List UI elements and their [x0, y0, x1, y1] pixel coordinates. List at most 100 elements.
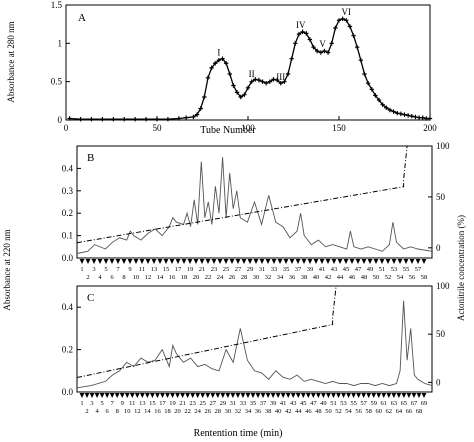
- panel-a-point: [325, 50, 331, 55]
- panel-b-fraction-marker: [217, 259, 223, 264]
- panel-c-fraction-label: 13: [139, 400, 146, 407]
- panel-b-fraction-marker: [367, 259, 373, 264]
- panel-c-fraction-label: 55: [350, 400, 357, 407]
- shared-ylabel-right: Actonitrile concentration (%): [456, 215, 466, 321]
- panel-c-fraction-marker: [104, 393, 110, 398]
- panel-c-fraction-marker: [165, 393, 170, 398]
- panel-a-point: [234, 90, 240, 95]
- panel-c-fraction-label: 40: [275, 408, 282, 415]
- panel-a-point: [289, 56, 294, 61]
- panel-c-fraction-label: 14: [144, 408, 151, 415]
- panel-b-fraction-marker: [109, 259, 115, 264]
- panel-a-ytick-label: 0: [58, 115, 63, 125]
- panel-c-fraction-label: 23: [189, 400, 196, 407]
- panel-c-fraction-marker: [411, 393, 417, 398]
- panel-b-fraction-label: 39: [307, 266, 314, 273]
- panel-c-fraction-marker: [220, 393, 226, 398]
- panel-a-xtick-label: 50: [153, 123, 163, 133]
- panel-b-fraction-label: 43: [331, 266, 338, 273]
- panel-c-fraction-label: 24: [194, 408, 201, 415]
- panel-b-fraction-marker: [199, 259, 205, 264]
- panel-a-point: [344, 18, 349, 23]
- panel-b-fraction-marker: [79, 259, 85, 264]
- panel-a-point: [355, 44, 360, 50]
- panel-b-fraction-marker: [241, 259, 247, 264]
- panel-c-fraction-label: 60: [375, 408, 382, 415]
- panel-b-fraction-label: 3: [92, 266, 95, 273]
- panel-b-fraction-marker: [421, 259, 427, 264]
- panel-b-fraction-label: 50: [373, 274, 380, 281]
- panel-b-fraction-label: 16: [169, 274, 176, 281]
- panel-b-fractions: 1234567891011121314151617181920212223242…: [79, 259, 428, 281]
- panel-a-point: [402, 112, 407, 117]
- panel-c-fraction-label: 59: [370, 400, 377, 407]
- panel-a-point: [300, 29, 305, 35]
- panel-a-ytick-label: 0.5: [51, 77, 63, 87]
- panel-c-fraction-label: 16: [154, 408, 161, 415]
- panel-c-fraction-marker: [79, 393, 85, 398]
- panel-c-fraction-label: 34: [245, 408, 252, 415]
- panel-c-fraction-marker: [371, 393, 377, 398]
- panel-b-ytick-label: 0.2: [62, 208, 73, 218]
- panel-c-fraction-label: 64: [396, 408, 403, 415]
- panel-c-fraction-label: 29: [220, 400, 227, 407]
- panel-c-fraction-marker: [134, 393, 140, 398]
- panel-c-fraction-label: 68: [416, 408, 423, 415]
- panel-c-fraction-label: 45: [300, 400, 307, 407]
- panel-c-fraction-marker: [150, 393, 155, 398]
- panel-a-point: [253, 77, 258, 82]
- panel-c-fraction-label: 33: [240, 400, 247, 407]
- panel-c-fraction-label: 30: [225, 408, 232, 415]
- panel-c-fraction-marker: [255, 393, 261, 398]
- panel-b-fraction-marker: [139, 259, 145, 264]
- panel-b-fraction-label: 48: [361, 274, 368, 281]
- panel-b-fraction-marker: [151, 259, 157, 264]
- panel-c-fraction-marker: [155, 393, 160, 398]
- panel-a-point: [67, 116, 72, 121]
- panel-c-fraction-marker: [361, 393, 367, 398]
- panel-b-fraction-marker: [307, 259, 313, 264]
- panel-a-point: [267, 79, 273, 84]
- panel-a-point: [271, 77, 276, 82]
- panel-b-fraction-label: 21: [199, 266, 206, 273]
- panel-b-fraction-label: 27: [235, 266, 242, 273]
- panel-b-ytick-label: 0.4: [62, 163, 74, 173]
- panel-b-fraction-label: 41: [319, 266, 326, 273]
- panel-a-point: [405, 113, 411, 118]
- panel-c-fraction-marker: [200, 393, 206, 398]
- panel-a-point: [369, 87, 374, 92]
- panel-c-fraction-marker: [240, 393, 246, 398]
- panel-a-xtick-label: 100: [241, 123, 255, 133]
- panel-c-fraction-label: 36: [255, 408, 262, 415]
- panel-a-point: [373, 93, 378, 98]
- panel-c-fraction-label: 47: [310, 400, 317, 407]
- panel-b-fraction-marker: [193, 259, 199, 264]
- panel-b-fraction-label: 8: [122, 274, 125, 281]
- panel-b-fraction-marker: [277, 259, 283, 264]
- panel-c-fraction-label: 53: [340, 400, 347, 407]
- panel-c-fraction-marker: [215, 393, 221, 398]
- panel-c-fraction-marker: [300, 393, 306, 398]
- panel-c-fraction-marker: [99, 393, 105, 398]
- panel-c-fraction-label: 31: [230, 400, 237, 407]
- panel-b-fraction-label: 33: [271, 266, 278, 273]
- panel-a-point: [176, 116, 182, 121]
- panel-c-label: C: [87, 292, 94, 304]
- panel-b-fraction-marker: [361, 259, 367, 264]
- panel-c-fraction-marker: [331, 393, 336, 398]
- panel-a-point: [413, 114, 418, 120]
- panel-b-fraction-label: 29: [247, 266, 254, 273]
- panel-c-fraction-marker: [235, 393, 241, 398]
- panel-b-fraction-marker: [103, 259, 109, 264]
- panel-c-fraction-marker: [381, 393, 387, 398]
- panel-a-point: [398, 111, 404, 117]
- panel-a-point: [365, 81, 371, 86]
- panel-b-fraction-label: 58: [421, 274, 428, 281]
- panel-c-fraction-marker: [295, 393, 301, 398]
- panel-c-ticks: 0.0 0.2 0.4 0 50 100: [62, 281, 450, 397]
- panel-c-fraction-label: 2: [85, 408, 88, 415]
- panel-c-fraction-label: 50: [325, 408, 332, 415]
- panel-a-peak-label: IV: [296, 20, 306, 30]
- panel-a-point: [194, 112, 200, 117]
